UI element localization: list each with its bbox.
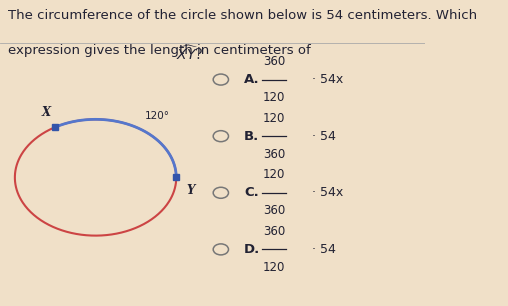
Text: 120: 120 bbox=[263, 261, 285, 274]
Text: C.: C. bbox=[244, 186, 259, 199]
Text: 120: 120 bbox=[263, 91, 285, 104]
Text: 120: 120 bbox=[263, 168, 285, 181]
Text: 360: 360 bbox=[263, 225, 285, 238]
Text: $\widehat{XY}$?: $\widehat{XY}$? bbox=[176, 44, 204, 63]
Text: · 54x: · 54x bbox=[312, 186, 343, 199]
Text: 120°: 120° bbox=[144, 111, 169, 121]
Text: 360: 360 bbox=[263, 204, 285, 217]
Text: 360: 360 bbox=[263, 148, 285, 161]
Text: 120: 120 bbox=[263, 112, 285, 125]
Text: Y: Y bbox=[187, 184, 195, 196]
Text: D.: D. bbox=[244, 243, 261, 256]
Text: X: X bbox=[41, 106, 50, 119]
Text: · 54x: · 54x bbox=[312, 73, 343, 86]
Text: A.: A. bbox=[244, 73, 260, 86]
Text: · 54: · 54 bbox=[312, 243, 336, 256]
Text: · 54: · 54 bbox=[312, 130, 336, 143]
Text: B.: B. bbox=[244, 130, 260, 143]
Text: 360: 360 bbox=[263, 55, 285, 68]
Text: The circumference of the circle shown below is 54 centimeters. Which: The circumference of the circle shown be… bbox=[9, 9, 478, 22]
Text: expression gives the length in centimeters of: expression gives the length in centimete… bbox=[9, 44, 315, 57]
